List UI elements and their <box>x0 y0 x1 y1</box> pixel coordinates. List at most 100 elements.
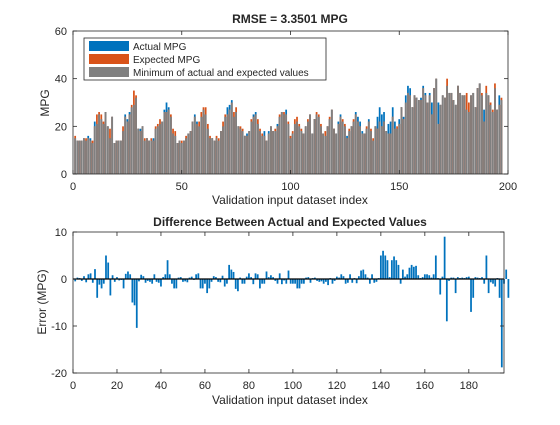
error-bar <box>215 277 217 279</box>
bar-minimum <box>365 128 368 174</box>
bar-minimum <box>315 114 318 174</box>
bar-minimum <box>159 123 161 174</box>
bar-minimum <box>267 133 270 174</box>
bar-minimum <box>339 116 342 174</box>
error-bar <box>241 279 244 284</box>
error-bar <box>118 279 121 281</box>
bar-minimum <box>178 140 181 174</box>
error-bar <box>476 277 479 279</box>
y-tick-label: 20 <box>55 121 67 133</box>
bar-minimum <box>372 140 375 174</box>
y-tick-label: 0 <box>61 169 67 181</box>
bar-minimum <box>439 104 442 174</box>
error-bar <box>307 277 310 279</box>
error-bar <box>393 256 395 279</box>
error-bar <box>140 274 143 279</box>
error-bar <box>483 279 486 284</box>
x-tick-label: 200 <box>499 181 517 193</box>
error-bar <box>426 274 428 279</box>
error-bar <box>412 266 415 279</box>
bar-minimum <box>285 114 288 174</box>
bar-minimum <box>272 131 274 174</box>
bar-minimum <box>83 138 85 174</box>
bar-minimum <box>483 121 485 174</box>
bar-minimum <box>346 138 348 174</box>
error-bar <box>80 279 83 281</box>
bar-minimum <box>102 123 105 174</box>
error-bar <box>344 279 347 284</box>
chart2-bars <box>73 236 510 368</box>
error-bar <box>439 279 442 295</box>
bar-minimum <box>200 116 203 174</box>
bar-minimum <box>189 131 192 174</box>
error-bar <box>371 274 373 279</box>
bar-minimum <box>446 85 448 174</box>
bar-minimum <box>204 114 207 174</box>
error-bar <box>336 276 338 279</box>
error-bar <box>188 277 191 279</box>
bar-minimum <box>213 140 216 174</box>
error-bar <box>320 279 323 282</box>
bar-minimum <box>117 140 120 174</box>
error-bar <box>489 279 492 283</box>
bar-minimum <box>78 140 81 174</box>
bar-minimum <box>85 140 87 174</box>
bar-minimum <box>248 131 251 174</box>
error-bar <box>127 271 129 279</box>
error-bar <box>342 276 345 279</box>
bar-minimum <box>467 112 470 174</box>
bar-minimum <box>226 114 229 174</box>
error-bar <box>153 274 156 279</box>
chart2-y-ticks: -20 -10 0 10 <box>51 227 504 380</box>
x-tick-label: 40 <box>155 380 167 392</box>
bar-minimum <box>174 135 177 174</box>
error-bar <box>285 279 288 284</box>
error-bar <box>397 264 400 279</box>
error-bar <box>338 277 340 279</box>
error-bar <box>448 279 450 281</box>
bar-minimum <box>363 133 366 174</box>
error-bar <box>505 269 508 279</box>
error-bar <box>494 279 497 287</box>
error-chart: Difference Between Actual and Expected V… <box>35 215 510 407</box>
error-bar <box>303 279 305 284</box>
bar-minimum <box>211 138 214 174</box>
bar-minimum <box>344 126 346 174</box>
error-bar <box>190 276 193 279</box>
error-bar <box>179 277 182 279</box>
error-bar <box>470 279 472 312</box>
error-bar <box>250 277 252 279</box>
legend-label-expected: Expected MPG <box>133 55 200 66</box>
bar-minimum <box>435 78 438 174</box>
error-bar <box>287 270 290 279</box>
bar-minimum <box>206 128 209 174</box>
bar-minimum <box>259 131 261 174</box>
error-bar <box>331 279 334 284</box>
error-bar <box>415 265 417 279</box>
bar-minimum <box>454 104 457 174</box>
error-bar <box>226 279 228 284</box>
error-bar <box>382 250 384 279</box>
error-bar <box>144 279 147 283</box>
legend-swatch-actual <box>89 41 129 51</box>
x-tick-label: 80 <box>243 380 255 392</box>
bar-minimum <box>278 116 281 174</box>
error-bar <box>375 279 378 282</box>
error-bar <box>109 279 112 296</box>
bar-minimum <box>217 140 220 174</box>
bar-minimum <box>389 133 392 174</box>
bar-minimum <box>396 128 398 174</box>
error-bar <box>498 279 501 298</box>
bar-minimum <box>193 116 196 174</box>
bar-minimum <box>354 114 357 174</box>
error-bar <box>487 279 490 294</box>
y-tick-label: 10 <box>55 227 67 239</box>
bar-minimum <box>300 131 303 174</box>
bar-minimum <box>172 133 174 174</box>
bar-minimum <box>146 138 148 174</box>
bar-minimum <box>470 95 472 174</box>
error-bar <box>294 279 296 284</box>
bar-minimum <box>459 92 462 174</box>
bar-minimum <box>402 119 405 174</box>
error-bar <box>340 274 343 279</box>
